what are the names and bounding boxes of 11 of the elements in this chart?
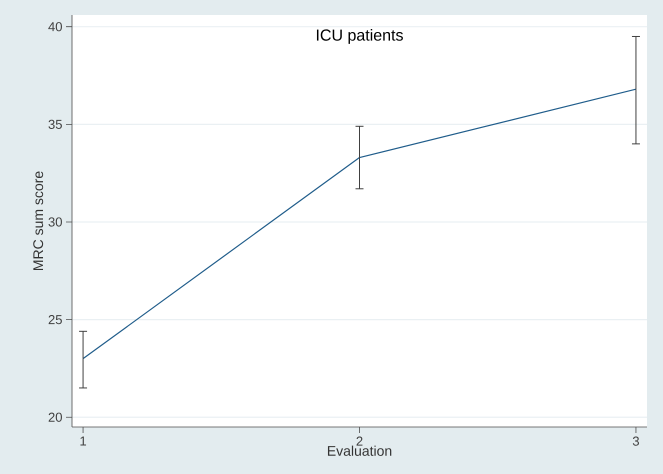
x-tick-label: 2 bbox=[356, 436, 362, 446]
x-tick-label: 1 bbox=[80, 436, 86, 446]
y-tick-label: 35 bbox=[48, 120, 62, 129]
y-tick-label: 20 bbox=[48, 412, 62, 422]
text: ICU patients bbox=[316, 29, 403, 44]
x-axis-title: Evaluation bbox=[328, 446, 392, 456]
x-tick-label: 3 bbox=[632, 436, 639, 446]
y-axis-title: MRC sum score bbox=[33, 171, 44, 270]
y-tick-label: 40 bbox=[48, 22, 62, 32]
y-tick-label: 30 bbox=[48, 217, 62, 227]
y-tick-label: 25 bbox=[48, 315, 62, 324]
